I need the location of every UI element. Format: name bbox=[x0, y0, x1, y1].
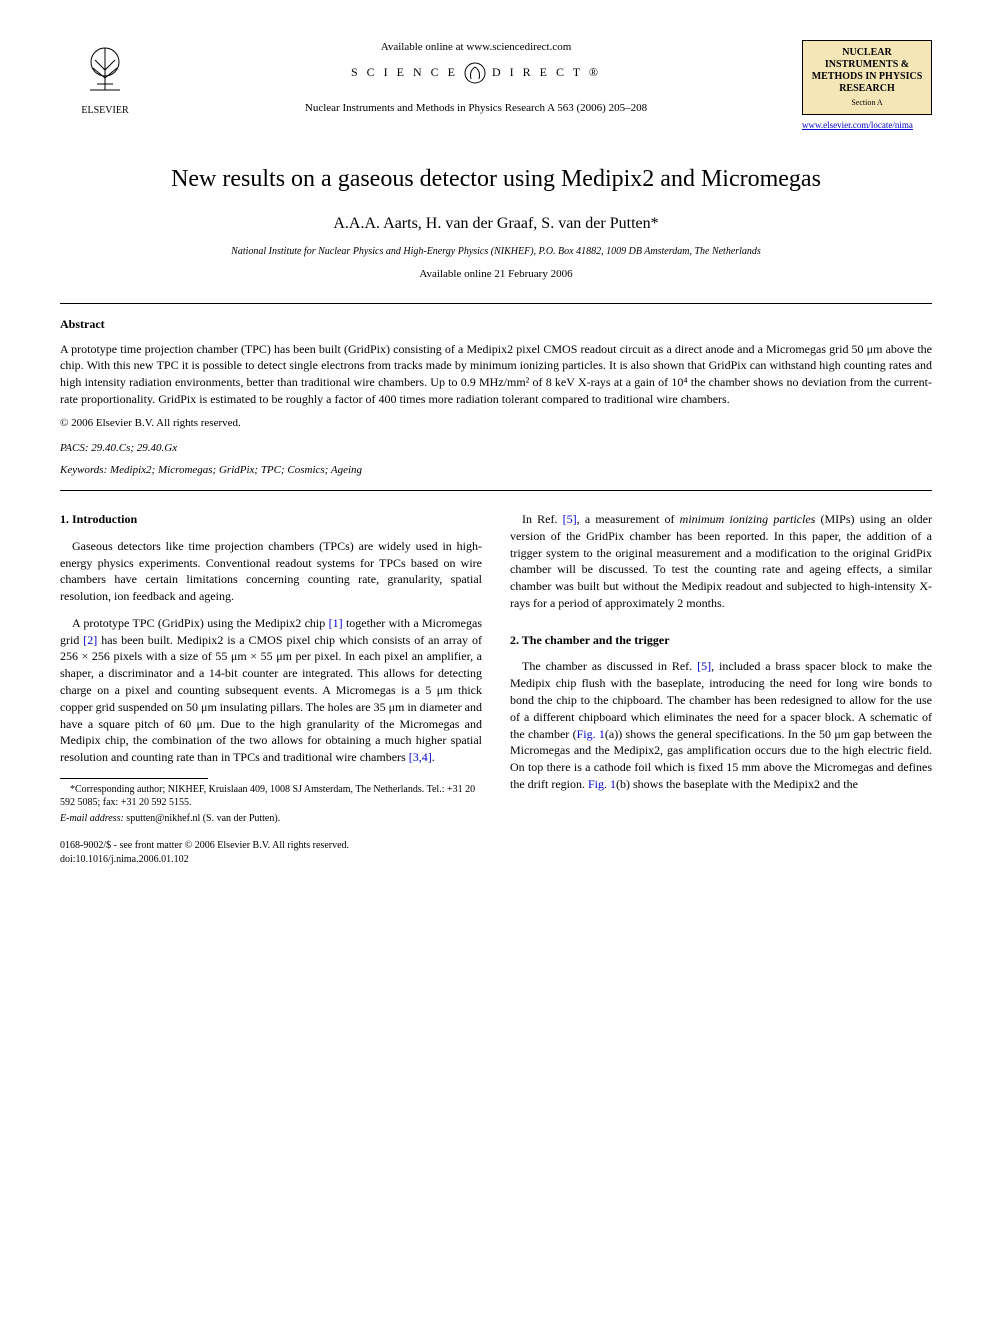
col2-p1: In Ref. [5], a measurement of minimum io… bbox=[510, 511, 932, 612]
email-label: E-mail address: bbox=[60, 813, 124, 824]
ref-3-4[interactable]: [3,4] bbox=[409, 750, 432, 764]
pacs-line: PACS: 29.40.Cs; 29.40.Gx bbox=[60, 441, 932, 456]
journal-reference: Nuclear Instruments and Methods in Physi… bbox=[170, 101, 782, 116]
divider bbox=[60, 303, 932, 304]
online-date: Available online 21 February 2006 bbox=[60, 267, 932, 282]
footnote-divider bbox=[60, 778, 208, 779]
abstract-copyright: © 2006 Elsevier B.V. All rights reserved… bbox=[60, 416, 932, 431]
keywords-line: Keywords: Medipix2; Micromegas; GridPix;… bbox=[60, 463, 932, 478]
section-2-title: 2. The chamber and the trigger bbox=[510, 632, 932, 649]
fig-1b-ref[interactable]: Fig. 1 bbox=[588, 777, 616, 791]
publisher-logo: ELSEVIER bbox=[60, 40, 150, 118]
intro-p2: A prototype TPC (GridPix) using the Medi… bbox=[60, 615, 482, 766]
science-direct-logo: S C I E N C E D I R E C T ® bbox=[170, 61, 782, 85]
authors: A.A.A. Aarts, H. van der Graaf, S. van d… bbox=[60, 213, 932, 235]
paper-title: New results on a gaseous detector using … bbox=[60, 163, 932, 197]
abstract-text: A prototype time projection chamber (TPC… bbox=[60, 341, 932, 408]
doi-line: doi:10.1016/j.nima.2006.01.102 bbox=[60, 853, 482, 867]
email-line: E-mail address: sputten@nikhef.nl (S. va… bbox=[60, 812, 482, 825]
pacs-value: 29.40.Cs; 29.40.Gx bbox=[91, 442, 177, 454]
ref-5b[interactable]: [5] bbox=[697, 659, 711, 673]
journal-link[interactable]: www.elsevier.com/locate/nima bbox=[802, 120, 913, 130]
intro-p1: Gaseous detectors like time projection c… bbox=[60, 538, 482, 605]
journal-box-section: Section A bbox=[809, 97, 925, 108]
journal-box: NUCLEAR INSTRUMENTS & METHODS IN PHYSICS… bbox=[802, 40, 932, 115]
available-online-text: Available online at www.sciencedirect.co… bbox=[170, 40, 782, 55]
section2-p1: The chamber as discussed in Ref. [5], in… bbox=[510, 658, 932, 792]
footer-info: 0168-9002/$ - see front matter © 2006 El… bbox=[60, 839, 482, 867]
fig-1a-ref[interactable]: Fig. 1 bbox=[577, 727, 605, 741]
email-address: sputten@nikhef.nl (S. van der Putten). bbox=[126, 813, 280, 824]
left-column: 1. Introduction Gaseous detectors like t… bbox=[60, 511, 482, 867]
ref-2[interactable]: [2] bbox=[83, 633, 97, 647]
corresponding-author: *Corresponding author; NIKHEF, Kruislaan… bbox=[60, 783, 482, 809]
affiliation: National Institute for Nuclear Physics a… bbox=[60, 245, 932, 259]
right-column: In Ref. [5], a measurement of minimum io… bbox=[510, 511, 932, 867]
issn-line: 0168-9002/$ - see front matter © 2006 El… bbox=[60, 839, 482, 853]
divider bbox=[60, 490, 932, 491]
pacs-label: PACS: bbox=[60, 442, 89, 454]
mip-em: minimum ionizing particles bbox=[680, 512, 816, 526]
elsevier-tree-icon bbox=[75, 40, 135, 100]
journal-box-title: NUCLEAR INSTRUMENTS & METHODS IN PHYSICS… bbox=[809, 47, 925, 95]
two-column-body: 1. Introduction Gaseous detectors like t… bbox=[60, 511, 932, 867]
keywords-label: Keywords: bbox=[60, 464, 107, 476]
footnote-block: *Corresponding author; NIKHEF, Kruislaan… bbox=[60, 783, 482, 825]
header-row: ELSEVIER Available online at www.science… bbox=[60, 40, 932, 133]
ref-1[interactable]: [1] bbox=[329, 616, 343, 630]
section-1-title: 1. Introduction bbox=[60, 511, 482, 528]
publisher-name: ELSEVIER bbox=[60, 104, 150, 118]
journal-box-container: NUCLEAR INSTRUMENTS & METHODS IN PHYSICS… bbox=[802, 40, 932, 133]
ref-5a[interactable]: [5] bbox=[563, 512, 577, 526]
header-center: Available online at www.sciencedirect.co… bbox=[150, 40, 802, 117]
sciencedirect-icon bbox=[463, 61, 487, 85]
abstract-label: Abstract bbox=[60, 316, 932, 333]
keywords-value: Medipix2; Micromegas; GridPix; TPC; Cosm… bbox=[110, 464, 362, 476]
